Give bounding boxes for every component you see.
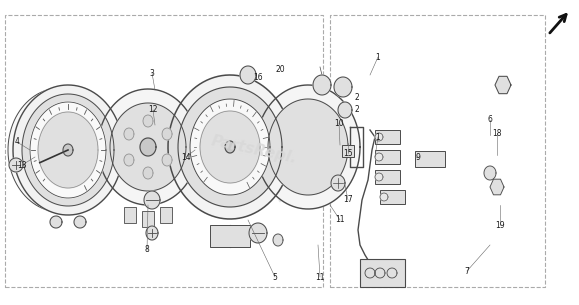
Polygon shape (144, 191, 160, 209)
Bar (375, 150, 400, 164)
Bar (342, 145, 354, 157)
Polygon shape (293, 112, 304, 122)
Polygon shape (110, 103, 186, 191)
Text: 9: 9 (416, 152, 420, 162)
Polygon shape (309, 183, 318, 193)
Polygon shape (146, 226, 158, 240)
Polygon shape (178, 87, 282, 207)
Bar (124, 207, 136, 223)
Polygon shape (13, 85, 123, 215)
Polygon shape (124, 154, 134, 166)
Text: 3: 3 (149, 69, 155, 77)
Polygon shape (225, 141, 235, 153)
Polygon shape (375, 153, 383, 161)
Polygon shape (334, 77, 352, 97)
Bar (210, 225, 250, 247)
Text: 10: 10 (334, 119, 344, 127)
Text: 11: 11 (335, 216, 345, 224)
Bar (375, 130, 400, 144)
Polygon shape (256, 85, 360, 209)
Text: 2: 2 (354, 106, 360, 114)
Text: 13: 13 (17, 160, 27, 170)
Polygon shape (162, 128, 172, 140)
Text: 12: 12 (148, 106, 157, 114)
Polygon shape (276, 192, 287, 202)
Text: 16: 16 (253, 73, 263, 81)
Polygon shape (380, 193, 388, 201)
Bar (160, 207, 172, 223)
Bar (142, 211, 154, 227)
Polygon shape (143, 115, 153, 127)
Polygon shape (490, 179, 504, 195)
Text: 6: 6 (488, 116, 492, 124)
Polygon shape (268, 99, 348, 195)
Polygon shape (338, 102, 352, 118)
Text: 17: 17 (343, 196, 353, 204)
Polygon shape (309, 121, 318, 131)
Polygon shape (168, 75, 292, 219)
Bar (380, 190, 405, 204)
Polygon shape (9, 158, 23, 172)
Polygon shape (276, 112, 287, 122)
Polygon shape (143, 167, 153, 179)
Bar (415, 151, 445, 167)
Polygon shape (50, 216, 62, 228)
Polygon shape (273, 234, 283, 246)
Polygon shape (321, 136, 331, 146)
Polygon shape (293, 192, 304, 202)
Polygon shape (495, 76, 511, 94)
Text: 20: 20 (275, 66, 285, 74)
Polygon shape (248, 168, 259, 178)
Polygon shape (74, 216, 86, 228)
Bar (5, 15, 323, 287)
Bar (375, 170, 400, 184)
Polygon shape (484, 166, 496, 180)
Polygon shape (190, 99, 270, 195)
Text: 8: 8 (145, 246, 149, 254)
Text: 4: 4 (14, 138, 20, 146)
Text: 1: 1 (376, 52, 380, 62)
Circle shape (274, 141, 306, 173)
Polygon shape (261, 121, 271, 131)
Text: 19: 19 (495, 221, 505, 229)
Polygon shape (22, 94, 114, 206)
Polygon shape (249, 223, 267, 243)
Polygon shape (331, 175, 345, 191)
Text: 11: 11 (315, 272, 325, 282)
Polygon shape (248, 136, 259, 146)
Polygon shape (140, 138, 156, 156)
Polygon shape (162, 154, 172, 166)
Polygon shape (375, 133, 383, 141)
Polygon shape (313, 75, 331, 95)
Polygon shape (321, 168, 331, 178)
Text: 18: 18 (492, 128, 502, 138)
Polygon shape (375, 173, 383, 181)
Polygon shape (200, 111, 260, 183)
Polygon shape (30, 102, 106, 198)
Text: PartsRepl.: PartsRepl. (210, 133, 299, 166)
Text: 1: 1 (376, 132, 380, 142)
Polygon shape (244, 151, 252, 163)
Polygon shape (365, 268, 375, 278)
Text: 2: 2 (354, 92, 360, 102)
Circle shape (252, 119, 328, 195)
Bar (360, 259, 405, 287)
Polygon shape (261, 183, 271, 193)
Polygon shape (375, 268, 385, 278)
Text: 15: 15 (343, 149, 353, 157)
Polygon shape (240, 66, 256, 84)
Polygon shape (328, 151, 336, 163)
Polygon shape (38, 112, 98, 188)
Text: 14: 14 (181, 152, 191, 162)
Polygon shape (124, 128, 134, 140)
Polygon shape (387, 268, 397, 278)
Text: 7: 7 (464, 267, 470, 275)
Polygon shape (8, 88, 112, 212)
Polygon shape (98, 89, 198, 205)
Text: 5: 5 (273, 272, 277, 282)
Polygon shape (63, 144, 73, 156)
